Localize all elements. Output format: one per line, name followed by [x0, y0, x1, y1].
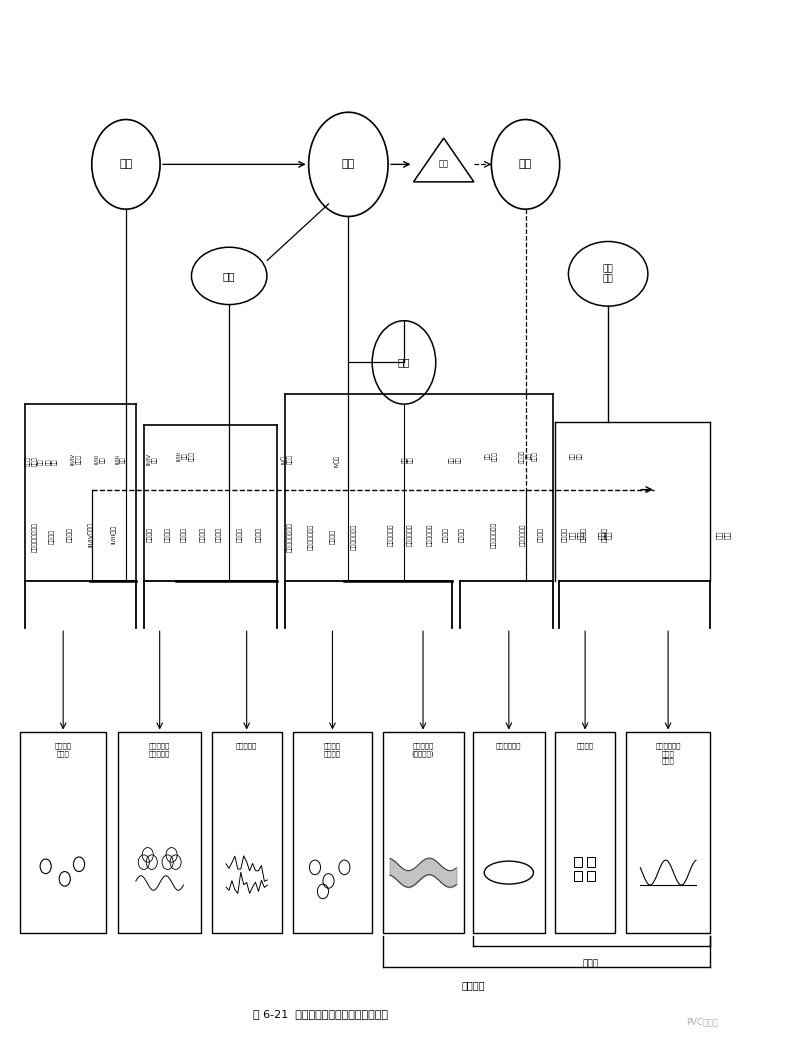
Text: 存料太少: 存料太少 [50, 529, 55, 544]
Bar [382, 733, 463, 933]
Text: III/IV速比近: III/IV速比近 [87, 522, 93, 547]
Text: II/III
速比: II/III 速比 [114, 455, 126, 464]
Text: 辊拉
不大: 辊拉 不大 [450, 456, 462, 462]
Text: 冷却
不够: 冷却 不够 [570, 453, 582, 459]
Text: 辊温太低: 辊温太低 [256, 527, 262, 542]
Text: 超温太大: 超温太大 [147, 527, 153, 542]
Text: 横向厚度差
(三高二低): 横向厚度差 (三高二低) [412, 742, 434, 757]
Text: 冷风太大: 冷风太大 [330, 529, 335, 544]
Text: II/III
辊温
退比大: II/III 辊温 退比大 [177, 452, 194, 461]
Text: 速比太小: 速比太小 [67, 527, 73, 542]
Text: 速度太大: 速度太大 [443, 527, 449, 542]
Text: 存料过稀特性不能: 存料过稀特性不能 [32, 522, 38, 551]
Text: 冷却
不够: 冷却 不够 [570, 530, 583, 539]
Text: 收窄率大: 收窄率大 [577, 742, 594, 749]
Text: IV辊
轴交叉: IV辊 轴交叉 [281, 455, 294, 464]
Text: 张力过大
不够
不移动: 张力过大 不够 不移动 [519, 450, 538, 463]
Text: 速比张拉过大: 速比张拉过大 [388, 523, 394, 546]
Text: IV辊近: IV辊近 [334, 456, 339, 467]
Text: 张力太大: 张力太大 [562, 527, 568, 542]
Text: 令印不够力移动: 令印不够力移动 [491, 521, 497, 547]
Text: 三高二低: 三高二低 [462, 981, 485, 990]
Bar [473, 733, 545, 933]
Text: 张力
过大: 张力 过大 [402, 456, 414, 462]
Bar [118, 733, 202, 933]
Text: 辊距不稳太高: 辊距不稳太高 [406, 523, 412, 546]
Text: 冷却: 冷却 [398, 357, 410, 368]
Text: 辊温: 辊温 [342, 159, 355, 170]
Text: 存料: 存料 [119, 159, 133, 170]
Text: 表面毛糙
或有孔洞: 表面毛糙 或有孔洞 [324, 742, 341, 757]
Text: 卷不齐: 卷不齐 [582, 960, 598, 968]
Text: 中区辊温冷风太大: 中区辊温冷风太大 [287, 522, 293, 551]
Bar [586, 857, 594, 868]
Text: II/III
速比: II/III 速比 [94, 455, 106, 464]
Bar [20, 733, 106, 933]
Text: 存料太少: 存料太少 [200, 527, 206, 542]
Text: 辊温比不稳固定: 辊温比不稳固定 [351, 523, 357, 549]
Text: II/III速比: II/III速比 [111, 525, 117, 544]
Text: 辊温不均匀太小: 辊温不均匀太小 [308, 523, 314, 549]
Text: 张力
太大: 张力 太大 [716, 530, 730, 539]
Bar [574, 857, 582, 868]
Bar [574, 871, 582, 881]
Text: 张力过大不够: 张力过大不够 [520, 523, 526, 546]
Text: 牵引速度太大: 牵引速度太大 [427, 523, 433, 546]
Text: 卷不齐或皱折: 卷不齐或皱折 [496, 742, 522, 749]
Bar [293, 733, 372, 933]
Bar [555, 733, 615, 933]
Text: 冷辊不够: 冷辊不够 [538, 527, 544, 542]
Text: 图 6-21  压延操作条件与产品质量的关系: 图 6-21 压延操作条件与产品质量的关系 [253, 1009, 388, 1019]
Text: 存料
太少: 存料 太少 [46, 458, 58, 464]
Text: 速比: 速比 [519, 159, 532, 170]
Text: 卷辊上不佳
或有云波状: 卷辊上不佳 或有云波状 [149, 742, 170, 757]
Text: 张力
不够: 张力 不够 [598, 530, 612, 539]
Text: 张力不够: 张力不够 [602, 527, 608, 542]
Text: 料温: 料温 [223, 270, 235, 281]
Text: 辊温太低: 辊温太低 [237, 527, 242, 542]
Text: III/IV
辊温: III/IV 辊温 [146, 454, 158, 465]
Bar [212, 733, 282, 933]
Text: 辊温太低: 辊温太低 [166, 527, 171, 542]
Text: 薄膜表面
有气泡: 薄膜表面 有气泡 [54, 742, 72, 757]
Text: PVC建材网: PVC建材网 [686, 1018, 718, 1027]
Text: 卷取
张力: 卷取 张力 [602, 264, 614, 284]
Text: III/IV
速比近: III/IV 速比近 [70, 454, 82, 465]
Text: 辊拉不大: 辊拉不大 [459, 527, 465, 542]
Text: 速比太大: 速比太大 [181, 527, 186, 542]
Text: 令印
不移动: 令印 不移动 [486, 452, 498, 461]
Text: 存料过
稀特性
不能: 存料过 稀特性 不能 [26, 457, 44, 466]
Bar [586, 871, 594, 881]
Text: 机械粗皮差: 机械粗皮差 [236, 742, 258, 749]
Bar [626, 733, 710, 933]
Text: 料温太低: 料温太低 [216, 527, 222, 542]
Text: 包辊: 包辊 [438, 160, 449, 169]
Text: 放卷后摊不平
有叶边
中间拱: 放卷后摊不平 有叶边 中间拱 [655, 742, 681, 764]
Text: 冷却不够: 冷却不够 [582, 527, 587, 542]
